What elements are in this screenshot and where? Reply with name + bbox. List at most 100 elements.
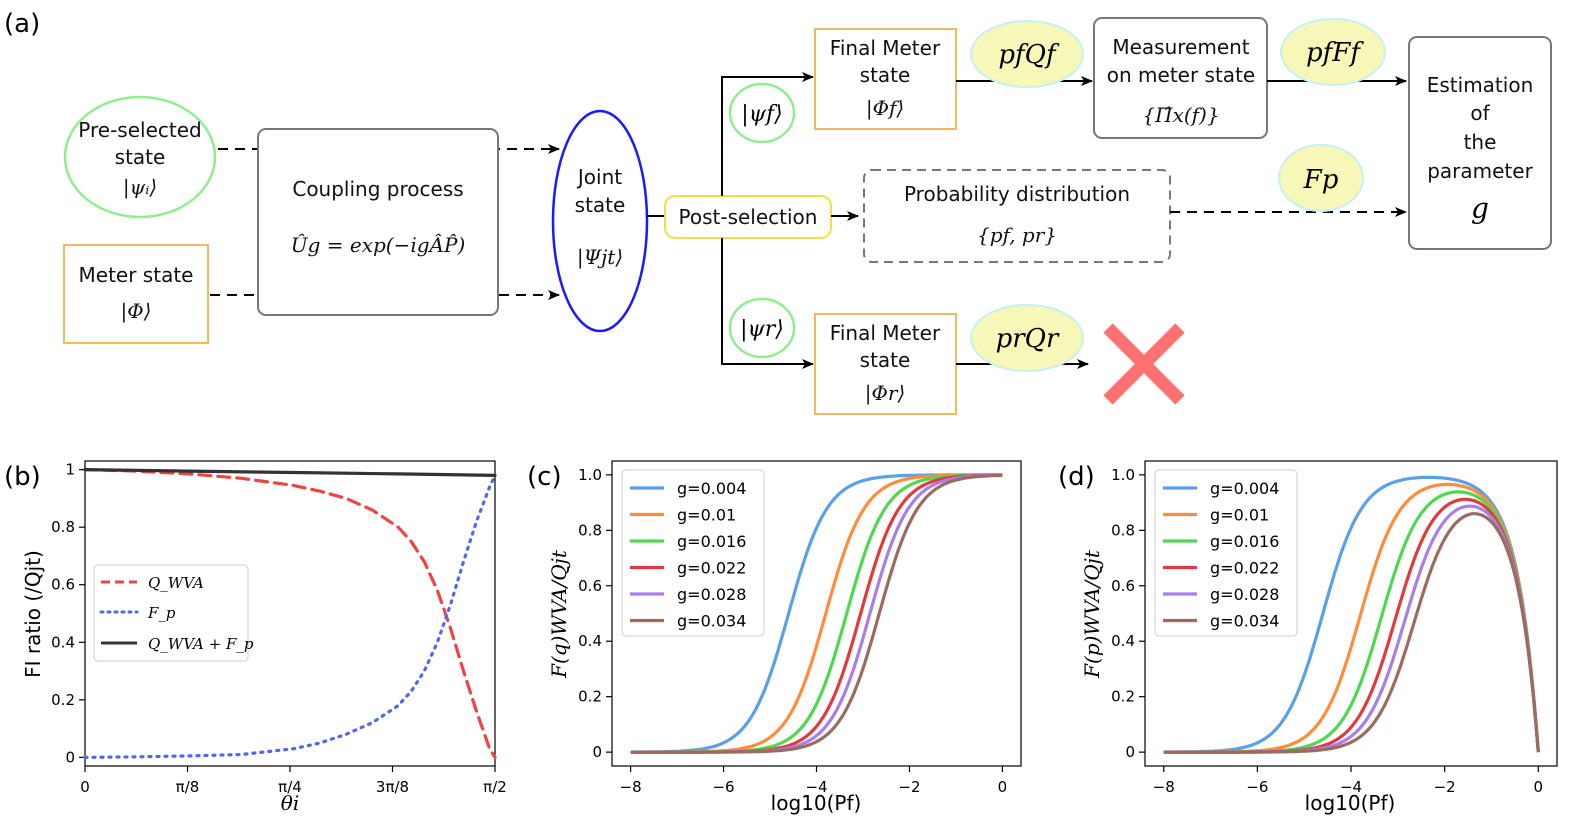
panel-b-ytick-label: 0.4 [51,633,75,651]
panel-c-legend-label: g=0.034 [677,612,746,631]
panel-d-ytick-label: 1.0 [1111,466,1135,484]
panel-b-chart: (b) 0 π/8 π/4 3π/8 π/2 0 0.2 0.4 0.6 0.8 1 θi FI r… [4,460,507,815]
pfff-label: pfFf [1306,38,1364,68]
panel-a-label: (a) [4,9,40,39]
joint-line1: Joint [576,165,622,189]
panel-b-xtick-label: π/4 [278,778,302,796]
measurement-line1: Measurement [1112,35,1249,59]
panel-d-label: (d) [1058,462,1095,492]
panel-b-xlabel: θi [281,791,299,815]
panel-c-legend-label: g=0.028 [677,585,746,604]
psi-r-ellipse [728,297,796,359]
panel-b-xtick-label: 0 [80,778,90,796]
panel-c-ytick-label: 0.2 [578,688,602,706]
panel-b-legend: Q_WVA F_p Q_WVA + F_p [93,564,254,662]
panel-c-ytick-label: 0.4 [578,632,602,650]
estimation-g: g [1471,192,1489,225]
final-r-line1: Final Meter [830,321,941,345]
panel-d-legend: g=0.004 g=0.01 g=0.016 g=0.022 g=0.028 g=0.03… [1154,469,1298,637]
panel-d-xtick-label: −6 [1246,778,1268,796]
legend-fp-label: F_p [147,604,176,622]
panel-c-series-g-0-034 [630,473,1003,754]
panel-c-legend: g=0.004 g=0.01 g=0.016 g=0.022 g=0.028 g=0.03… [621,469,765,637]
meter-state-label: Meter state [79,263,194,287]
panel-d-legend-label: g=0.01 [1210,506,1269,525]
preselected-line1: Pre-selected [78,118,201,142]
prqr-label: prQr [996,324,1060,354]
panel-d-xtick-label: −8 [1153,778,1175,796]
probability-distribution-box [863,169,1171,263]
panel-b-ytick-label: 0.8 [51,518,75,536]
panel-d-ytick-label: 0.8 [1111,521,1135,539]
panel-c-xtick-label: 0 [998,778,1008,796]
pfqf-ellipse [970,20,1084,88]
estimation-line1: Estimation [1427,73,1534,97]
final-f-line1: Final Meter [830,36,941,60]
arrow-branch-f [721,72,814,196]
final-f-ket: |Φf⟩ [866,96,904,121]
panel-c-label: (c) [527,462,562,492]
panel-d-ytick-label: 0.2 [1111,688,1135,706]
panel-c-ylabel: F(q)WVA/Qjt [547,549,571,679]
panel-c-xtick-label: −6 [712,778,734,796]
panel-d-legend-label: g=0.034 [1210,612,1279,631]
measurement-line2: on meter state [1107,63,1255,87]
prob-formula: {pf, pr} [977,223,1057,247]
panel-d-xtick-label: −4 [1340,778,1362,796]
postselection-label: Post-selection [679,205,818,229]
series-f-p [83,473,497,760]
discard-cross-icon [1103,323,1185,405]
panel-b-ytick-label: 0 [65,748,75,766]
panel-c-ytick-label: 0.6 [578,577,602,595]
panel-c-ytick-label: 1.0 [578,466,602,484]
panel-d-series-g-0-034 [1163,512,1540,754]
final-meter-f-box [814,28,957,130]
panel-d-ylabel: F(p)WVA/Qjt [1080,549,1104,679]
pfff-ellipse [1280,18,1386,86]
series-q-wva [83,468,497,760]
psi-r-ket: |ψr⟩ [740,317,784,342]
panel-b-ytick-label: 1 [65,461,75,479]
panel-b-xtick-label: π/2 [483,778,507,796]
meter-state-ket: |Φ⟩ [121,299,152,324]
panel-c-legend-label: g=0.01 [677,506,736,525]
panel-d-xlabel: log10(Pf) [1305,791,1396,815]
preselected-ket: |ψᵢ⟩ [123,175,157,200]
panel-d-legend-label: g=0.028 [1210,585,1279,604]
panel-b-legend-box [93,564,249,662]
legend-sum-label: Q_WVA + F_p [148,635,254,653]
panel-d-legend-label: g=0.004 [1210,479,1279,498]
joint-ket: |Ψjt⟩ [577,245,623,270]
panel-c-xlabel: log10(Pf) [771,791,862,815]
estimation-line3: the [1464,130,1497,154]
panel-c-chart: (c) −8 −6 −4 −2 000.20.40.60.81.0 log10(Pf) … [527,460,1022,815]
arrow-branch-r [721,238,814,369]
preselected-line2: state [115,145,166,169]
estimation-line4: parameter [1427,159,1533,183]
meter-state-box [63,244,209,344]
psi-f-ellipse [728,82,796,144]
coupling-process-box [257,128,499,316]
panel-c-ytick-label: 0.8 [578,521,602,539]
joint-state-ellipse [551,109,649,333]
panel-b-ylabel: FI ratio (/Qjt) [21,550,45,678]
panel-c-xtick-label: −2 [898,778,920,796]
panel-c-xtick-label: −4 [805,778,827,796]
panel-d-legend-label: g=0.016 [1210,532,1279,551]
fp-ellipse [1278,144,1364,212]
panel-c-legend-label: g=0.004 [677,479,746,498]
panel-c-legend-label: g=0.022 [677,559,746,578]
fp-label: Fp [1303,165,1339,195]
legend-qwva-label: Q_WVA [148,574,204,592]
prqr-ellipse [970,304,1084,372]
panel-c-ytick-label: 0 [592,743,602,761]
panel-d-xtick-label: −2 [1434,778,1456,796]
preselected-state-ellipse [63,95,217,219]
estimation-box [1408,36,1552,250]
measurement-formula: {Π̂x(f)} [1142,103,1219,127]
panel-d-ytick-label: 0.4 [1111,632,1135,650]
panel-d-legend-label: g=0.022 [1210,559,1279,578]
final-r-line2: state [860,348,911,372]
panel-d-ytick-label: 0.6 [1111,577,1135,595]
